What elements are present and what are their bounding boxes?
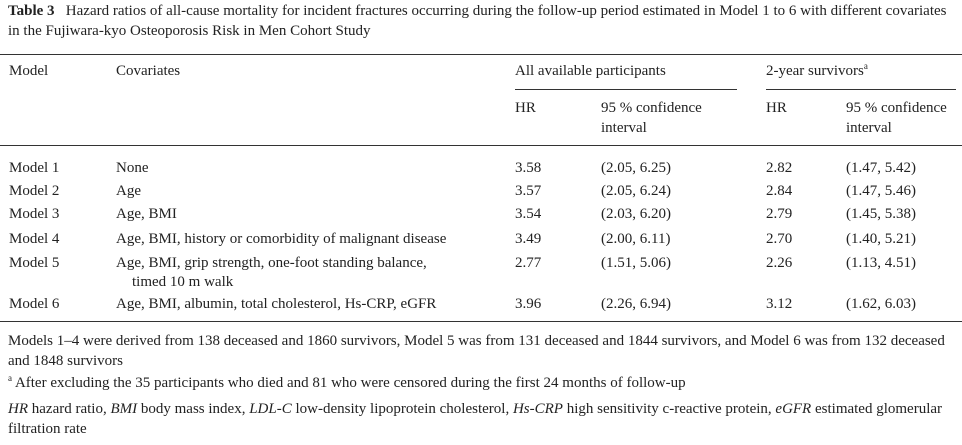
cell: 3.57: [515, 183, 542, 199]
cell: 3.12: [766, 296, 793, 312]
footnote-text: After excluding the 35 participants who …: [14, 375, 686, 391]
column-header: 95 % confidence interval: [846, 100, 947, 136]
footnote-marker: a: [8, 373, 12, 383]
cell: Model 4: [9, 231, 60, 247]
group-header: 2-year survivorsa: [766, 61, 868, 81]
cell: (2.00, 6.11): [601, 231, 671, 247]
top-rule: [0, 54, 962, 55]
cell: (1.40, 5.21): [846, 231, 916, 247]
cell: Model 2: [9, 183, 60, 199]
abbreviation-term: BMI: [110, 401, 138, 417]
cell: (1.13, 4.51): [846, 255, 916, 271]
table-label: Table 3: [8, 3, 55, 19]
abbreviation-term: eGFR: [775, 401, 812, 417]
cell: None: [116, 160, 149, 176]
abbreviation-definition: hazard ratio,: [31, 401, 107, 417]
footnote-marker: a: [863, 61, 868, 71]
cell: 2.77: [515, 255, 542, 271]
cell: 2.26: [766, 255, 793, 271]
cell: (2.03, 6.20): [601, 206, 671, 222]
caption-text: Hazard ratios of all-cause mortality for…: [8, 3, 947, 39]
group-rule: [766, 89, 956, 90]
group-header: All available participants: [515, 63, 666, 79]
abbreviation-term: Hs-CRP: [512, 401, 563, 417]
cell: 2.70: [766, 231, 793, 247]
cell: Age, BMI, history or comorbidity of mali…: [116, 231, 447, 247]
footnote: Models 1–4 were derived from 138 decease…: [8, 333, 945, 369]
abbreviation-definition: estimated glomerular filtration rate: [8, 401, 943, 437]
cell: 3.49: [515, 231, 542, 247]
abbreviation-definition: high sensitivity c-reactive protein,: [566, 401, 772, 417]
cell: Model 1: [9, 160, 60, 176]
cell: (1.51, 5.06): [601, 255, 671, 271]
cell: (1.62, 6.03): [846, 296, 916, 312]
cell: 2.79: [766, 206, 793, 222]
cell: Model 5: [9, 255, 60, 271]
abbreviation-definition: low-density lipoprotein cholesterol,: [295, 401, 510, 417]
cell: Age, BMI, grip strength, one-foot standi…: [116, 255, 427, 271]
cell: Age: [116, 183, 141, 199]
cell: Model 3: [9, 206, 60, 222]
column-header: 95 % confidence interval: [601, 100, 702, 136]
cell: 3.54: [515, 206, 542, 222]
group-title: 2-year survivors: [766, 63, 864, 79]
column-header: Model: [9, 63, 49, 79]
cell: Age, BMI, albumin, total cholesterol, Hs…: [116, 296, 437, 312]
cell: (2.26, 6.94): [601, 296, 671, 312]
cell: 3.96: [515, 296, 542, 312]
column-header: Covariates: [116, 63, 181, 79]
cell: (1.47, 5.42): [846, 160, 916, 176]
cell: (2.05, 6.24): [601, 183, 671, 199]
column-header: HR: [515, 100, 536, 116]
column-header: HR: [766, 100, 787, 116]
cell: (2.05, 6.25): [601, 160, 671, 176]
cell: Model 6: [9, 296, 60, 312]
abbreviation-term: LDL-C: [249, 401, 292, 417]
footnote: a After excluding the 35 participants wh…: [8, 373, 686, 393]
cell: 2.84: [766, 183, 793, 199]
caption: Table 3 Hazard ratios of all-cause morta…: [8, 1, 956, 41]
abbreviations: HR hazard ratio, BMI body mass index, LD…: [8, 399, 958, 439]
cell: timed 10 m walk: [132, 274, 234, 290]
cell: Age, BMI: [116, 206, 177, 222]
cell: 3.58: [515, 160, 542, 176]
abbreviation-definition: body mass index,: [140, 401, 246, 417]
cell: 2.82: [766, 160, 793, 176]
bottom-rule: [0, 321, 962, 322]
header-rule: [0, 145, 962, 146]
abbreviation-term: HR: [8, 401, 28, 417]
cell: (1.45, 5.38): [846, 206, 916, 222]
cell: (1.47, 5.46): [846, 183, 916, 199]
group-rule: [515, 89, 737, 90]
